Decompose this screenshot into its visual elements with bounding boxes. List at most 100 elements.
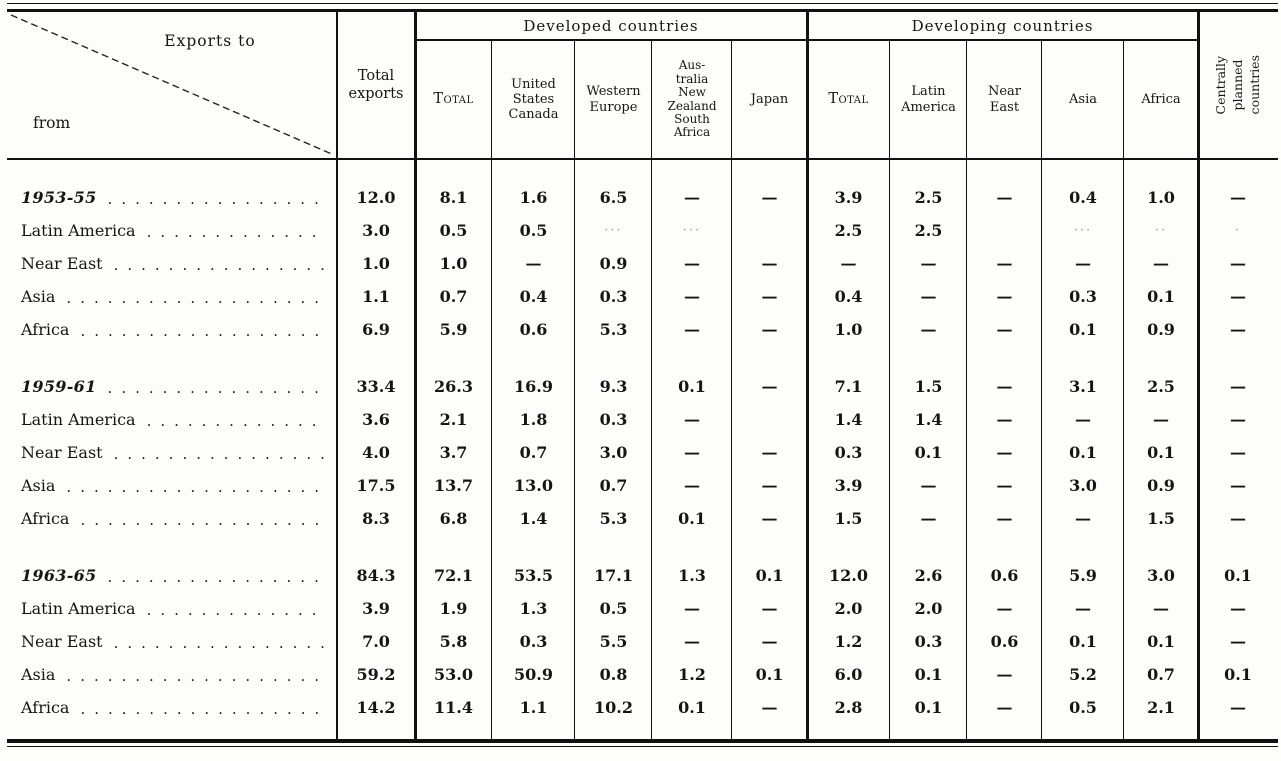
- cell-western_europe: 5.3: [599, 320, 628, 339]
- row-label-cell: Asia................................: [7, 665, 337, 684]
- cell-africa: ··: [1154, 223, 1168, 238]
- cell-near_east: 0.6: [990, 632, 1019, 651]
- cell-centrally_planned: —: [1230, 698, 1246, 717]
- cell-latin_america: 2.5: [914, 221, 943, 240]
- cell-developed_total: 0.5: [439, 221, 468, 240]
- grid-line: [806, 12, 809, 158]
- cell-western_europe: 6.5: [599, 188, 628, 207]
- cell-united_states_canada: 0.3: [519, 632, 548, 651]
- bottom-rule-thin: [7, 746, 1278, 747]
- cell-total_exports: 12.0: [356, 188, 396, 207]
- cell-australia_nz_south_africa: —: [684, 287, 700, 306]
- cell-total_exports: 6.9: [362, 320, 390, 339]
- dot-leader: ................................: [107, 378, 325, 397]
- cell-united_states_canada: 1.4: [519, 509, 548, 528]
- cell-asia: 0.4: [1069, 188, 1097, 207]
- col-header-asia: Asia: [1069, 91, 1097, 107]
- cell-developed_total: 13.7: [434, 476, 473, 495]
- grid-line: [491, 160, 492, 739]
- cell-western_europe: 3.0: [599, 443, 628, 462]
- grid-line: [336, 12, 338, 158]
- group-developing: Developing countries Total Latin America…: [807, 12, 1198, 158]
- cell-united_states_canada: 0.5: [519, 221, 548, 240]
- row-label-cell: Near East...............................…: [7, 632, 337, 651]
- grid-line: [889, 41, 890, 158]
- cell-latin_america: 0.1: [914, 443, 943, 462]
- grid-line: [1041, 160, 1042, 739]
- cell-australia_nz_south_africa: 1.2: [678, 665, 706, 684]
- cell-western_europe: 5.5: [599, 632, 628, 651]
- dot-leader: ................................: [66, 477, 325, 496]
- cell-africa: 0.1: [1147, 632, 1175, 651]
- cell-africa: 1.0: [1147, 188, 1175, 207]
- cell-australia_nz_south_africa: 1.3: [678, 566, 706, 585]
- grid-line: [491, 41, 492, 158]
- cell-japan: —: [761, 377, 778, 396]
- cell-centrally_planned: —: [1230, 287, 1246, 306]
- cell-western_europe: 0.3: [599, 287, 628, 306]
- cell-centrally_planned: —: [1230, 320, 1246, 339]
- grid-line: [1123, 41, 1124, 158]
- cell-centrally_planned: —: [1230, 377, 1246, 396]
- cell-australia_nz_south_africa: 0.1: [678, 698, 706, 717]
- cell-centrally_planned: —: [1230, 476, 1246, 495]
- cell-developed_total: 53.0: [434, 665, 473, 684]
- table-row: Asia................................ 17.5…: [7, 469, 1278, 502]
- grid-line: [731, 160, 732, 739]
- col-header-near-east: Near East: [987, 84, 1022, 115]
- cell-developing_total: 12.0: [829, 566, 868, 585]
- grid-line: [1123, 160, 1124, 739]
- cell-latin_america: —: [920, 287, 937, 306]
- table-row: Latin America...........................…: [7, 214, 1278, 247]
- row-label-cell: Africa................................: [7, 320, 337, 339]
- cell-australia_nz_south_africa: —: [684, 443, 700, 462]
- cell-united_states_canada: 1.8: [519, 410, 548, 429]
- cell-developed_total: 8.1: [439, 188, 468, 207]
- cell-developing_total: 0.4: [834, 287, 863, 306]
- cell-total_exports: 7.0: [362, 632, 390, 651]
- cell-developing_total: 2.0: [834, 599, 863, 618]
- cell-asia: 5.9: [1069, 566, 1097, 585]
- cell-latin_america: 1.4: [914, 410, 943, 429]
- cell-australia_nz_south_africa: —: [684, 410, 700, 429]
- cell-japan: —: [761, 443, 778, 462]
- col-header-australia-nz-south-africa: Aus- tralia New Zealand South Africa: [667, 58, 717, 140]
- cell-united_states_canada: 16.9: [514, 377, 553, 396]
- cell-near_east: —: [996, 410, 1013, 429]
- cell-asia: 3.0: [1069, 476, 1097, 495]
- cell-asia: 5.2: [1069, 665, 1097, 684]
- cell-japan: —: [761, 698, 778, 717]
- cell-africa: 0.1: [1147, 287, 1175, 306]
- cell-near_east: —: [996, 443, 1013, 462]
- cell-asia: ···: [1073, 223, 1093, 238]
- cell-africa: 2.5: [1147, 377, 1175, 396]
- cell-australia_nz_south_africa: —: [684, 254, 700, 273]
- cell-centrally_planned: —: [1230, 443, 1246, 462]
- period-block: 1959-61................................ 3…: [7, 346, 1278, 535]
- row-label-cell: 1963-65................................: [7, 566, 337, 585]
- cell-developing_total: 2.8: [834, 698, 863, 717]
- dot-leader: ................................: [146, 411, 325, 430]
- row-label: Africa: [21, 320, 70, 339]
- cell-developed_total: 72.1: [434, 566, 473, 585]
- grid-line: [731, 41, 732, 158]
- cell-western_europe: 5.3: [599, 509, 628, 528]
- row-label-cell: Latin America...........................…: [7, 221, 337, 240]
- centrally-planned-rotated-label: Centrally planned countries: [1212, 55, 1262, 115]
- row-label: Near East: [21, 632, 103, 651]
- cell-latin_america: 0.3: [914, 632, 943, 651]
- table-row: Latin America...........................…: [7, 403, 1278, 436]
- cell-near_east: —: [996, 599, 1013, 618]
- cell-africa: —: [1153, 254, 1169, 273]
- cell-asia: 0.1: [1069, 320, 1097, 339]
- cell-africa: 0.9: [1147, 320, 1175, 339]
- cell-united_states_canada: 0.4: [519, 287, 548, 306]
- cell-latin_america: 2.6: [914, 566, 943, 585]
- table-row: Africa................................ 6.…: [7, 313, 1278, 346]
- row-label: Latin America: [21, 599, 136, 618]
- cell-total_exports: 3.9: [362, 599, 390, 618]
- cell-united_states_canada: 1.6: [519, 188, 548, 207]
- grid-line: [414, 160, 417, 739]
- cell-developed_total: 6.8: [439, 509, 468, 528]
- grid-line: [889, 160, 890, 739]
